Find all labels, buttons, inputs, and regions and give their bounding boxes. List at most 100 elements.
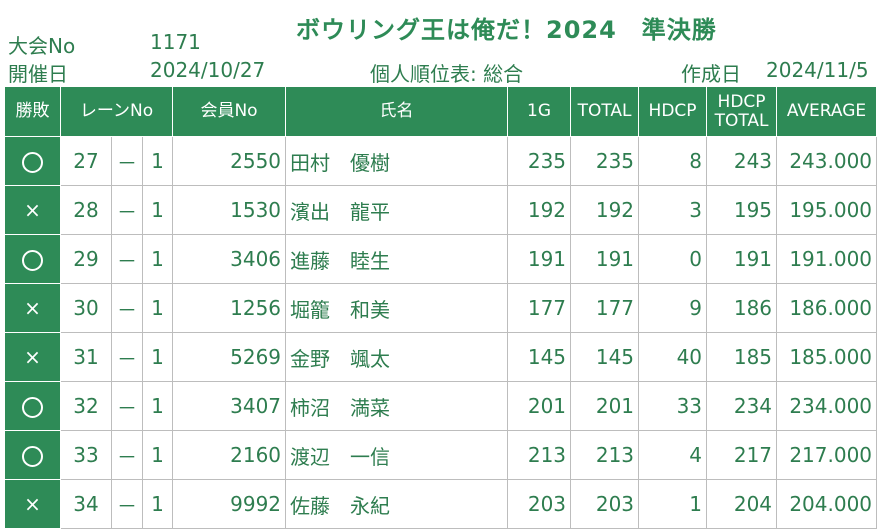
loss-cross-icon: × [24, 198, 41, 222]
date-label: 開催日 [8, 62, 68, 86]
score-1g: 177 [507, 283, 572, 333]
score-1g: 213 [507, 430, 572, 480]
tournament-no-label: 大会No [8, 34, 76, 58]
header-hdcp-total-line2: TOTAL [714, 110, 769, 131]
member-no: 3406 [172, 234, 287, 284]
win-cell [4, 136, 61, 186]
win-circle-icon [22, 152, 43, 173]
hdcp-value: 0 [638, 234, 708, 284]
win-circle-icon [22, 397, 43, 418]
hdcp-total-value: 243 [706, 136, 778, 186]
lane-pos: 1 [141, 332, 174, 382]
score-total: 145 [570, 332, 640, 382]
member-no: 9992 [172, 479, 287, 529]
score-total: 192 [570, 185, 640, 235]
loss-cell: × [4, 185, 61, 235]
lane-dash: － [111, 234, 143, 284]
lane-dash: － [111, 332, 143, 382]
member-no: 2160 [172, 430, 287, 480]
player-name: 渡辺 一信 [285, 430, 509, 480]
score-total: 203 [570, 479, 640, 529]
lane-cell: 29 [60, 234, 112, 284]
lane-dash: － [111, 185, 143, 235]
hdcp-value: 3 [638, 185, 708, 235]
header-hdcp-total: HDCP TOTAL [706, 86, 778, 137]
table-row: × 30 － 1 1256 堀籠 和美 177 177 9 186 186.000 [4, 283, 878, 333]
loss-cell: × [4, 479, 61, 529]
created-date: 2024/11/5 [766, 58, 869, 82]
created-label: 作成日 [681, 62, 741, 86]
player-name: 進藤 睦生 [285, 234, 509, 284]
lane-pos: 1 [141, 185, 174, 235]
lane-cell: 33 [60, 430, 112, 480]
score-total: 191 [570, 234, 640, 284]
hdcp-value: 9 [638, 283, 708, 333]
win-cell [4, 381, 61, 431]
average-value: 234.000 [776, 381, 878, 431]
header-lane: レーンNo [59, 86, 174, 137]
lane-pos: 1 [141, 136, 174, 186]
player-name: 濱出 龍平 [285, 185, 509, 235]
average-value: 191.000 [776, 234, 878, 284]
hdcp-total-value: 191 [706, 234, 778, 284]
player-name: 堀籠 和美 [285, 283, 509, 333]
win-cell [4, 234, 61, 284]
lane-pos: 1 [141, 381, 174, 431]
table-row: 29 － 1 3406 進藤 睦生 191 191 0 191 191.000 [4, 234, 878, 284]
member-no: 3407 [172, 381, 287, 431]
hdcp-total-value: 217 [706, 430, 778, 480]
results-table: 勝敗 レーンNo 会員No 氏名 1G TOTAL HDCP HDCP TOTA… [4, 86, 878, 529]
lane-pos: 1 [141, 479, 174, 529]
hdcp-total-value: 234 [706, 381, 778, 431]
player-name: 金野 颯太 [285, 332, 509, 382]
header-name: 氏名 [285, 86, 509, 137]
lane-dash: － [111, 381, 143, 431]
header-hdcp: HDCP [638, 86, 708, 137]
member-no: 1256 [172, 283, 287, 333]
average-value: 186.000 [776, 283, 878, 333]
loss-cell: × [4, 283, 61, 333]
hdcp-total-value: 186 [706, 283, 778, 333]
header-average: AVERAGE [776, 86, 878, 137]
lane-pos: 1 [141, 283, 174, 333]
hdcp-total-value: 204 [706, 479, 778, 529]
member-no: 5269 [172, 332, 287, 382]
player-name: 佐藤 永紀 [285, 479, 509, 529]
score-1g: 235 [507, 136, 572, 186]
header-member: 会員No [172, 86, 287, 137]
hdcp-value: 40 [638, 332, 708, 382]
score-1g: 145 [507, 332, 572, 382]
lane-cell: 31 [60, 332, 112, 382]
lane-dash: － [111, 479, 143, 529]
table-row: × 34 － 1 9992 佐藤 永紀 203 203 1 204 204.000 [4, 479, 878, 529]
lane-cell: 27 [60, 136, 112, 186]
player-name: 田村 優樹 [285, 136, 509, 186]
table-row: 33 － 1 2160 渡辺 一信 213 213 4 217 217.000 [4, 430, 878, 480]
player-name: 柿沼 満菜 [285, 381, 509, 431]
table-row: 27 － 1 2550 田村 優樹 235 235 8 243 243.000 [4, 136, 878, 186]
hdcp-value: 8 [638, 136, 708, 186]
member-no: 1530 [172, 185, 287, 235]
loss-cross-icon: × [24, 492, 41, 516]
lane-cell: 28 [60, 185, 112, 235]
score-1g: 192 [507, 185, 572, 235]
hdcp-total-value: 185 [706, 332, 778, 382]
ranking-subtitle: 個人順位表: 総合 [370, 62, 524, 86]
date-value: 2024/10/27 [150, 58, 266, 82]
lane-cell: 30 [60, 283, 112, 333]
loss-cross-icon: × [24, 296, 41, 320]
member-no: 2550 [172, 136, 287, 186]
hdcp-value: 4 [638, 430, 708, 480]
win-cell [4, 430, 61, 480]
score-total: 213 [570, 430, 640, 480]
average-value: 185.000 [776, 332, 878, 382]
hdcp-value: 33 [638, 381, 708, 431]
lane-dash: － [111, 136, 143, 186]
header-winloss: 勝敗 [4, 86, 61, 137]
page-title: ボウリング王は俺だ！2024 準決勝 [296, 16, 717, 44]
lane-pos: 1 [141, 430, 174, 480]
table-row: × 31 － 1 5269 金野 颯太 145 145 40 185 185.000 [4, 332, 878, 382]
win-circle-icon [22, 446, 43, 467]
table-row: × 28 － 1 1530 濱出 龍平 192 192 3 195 195.000 [4, 185, 878, 235]
score-total: 235 [570, 136, 640, 186]
